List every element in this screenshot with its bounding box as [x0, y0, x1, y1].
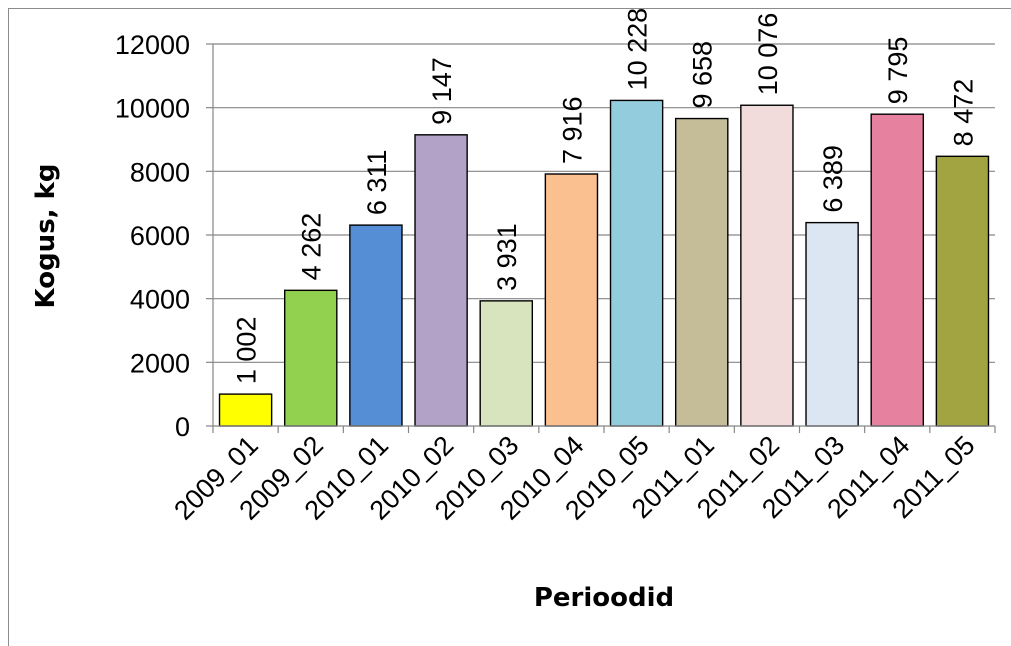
data-label: 6 389: [818, 145, 848, 213]
y-axis-title: Kogus, kg: [31, 164, 61, 309]
bar-2010_04: [544, 173, 599, 427]
bar-2010_01: [349, 224, 403, 427]
data-label: 7 916: [557, 96, 587, 164]
bar-2009_02: [283, 289, 338, 427]
bar-2010_02: [414, 134, 468, 427]
bar-2011_01: [674, 117, 729, 427]
bars: [218, 99, 990, 427]
data-label: 3 931: [492, 223, 522, 291]
y-tick-label: 2000: [130, 348, 190, 378]
axes: [206, 43, 996, 433]
data-label: 1 002: [232, 317, 262, 385]
data-labels: 1 002 4 262 6 311 9 147 3 931 7 916 10 228 9 65…: [232, 8, 979, 384]
data-label: 9 795: [883, 37, 913, 105]
data-label: 9 658: [688, 41, 718, 109]
bar-2010_03: [479, 300, 534, 427]
data-label: 10 076: [753, 13, 783, 96]
data-label: 6 311: [362, 150, 392, 216]
y-tick-label: 8000: [130, 157, 190, 187]
gridlines: [213, 43, 995, 363]
bar-2009_01: [218, 393, 273, 427]
y-tick-labels: 0 2000 4000 6000 8000 10000 12000: [115, 30, 190, 442]
x-tick-labels: 2009_012009_022010_012010_022010_032010_…: [168, 430, 980, 526]
data-label: 8 472: [948, 79, 978, 147]
bar-2011_02: [740, 104, 794, 427]
y-tick-label: 0: [175, 412, 190, 442]
y-tick-label: 12000: [115, 30, 190, 60]
y-tick-label: 6000: [130, 221, 190, 251]
y-tick-label: 10000: [115, 94, 190, 124]
data-label: 9 147: [427, 57, 457, 125]
x-axis-title: Perioodid: [534, 583, 674, 613]
y-tick-label: 4000: [130, 285, 190, 315]
data-label: 10 228: [623, 8, 653, 91]
bar-2011_05: [935, 155, 990, 427]
bar-2011_03: [805, 221, 859, 427]
bar-2010_05: [609, 99, 664, 427]
data-label: 4 262: [297, 213, 327, 281]
bar-2011_04: [870, 113, 925, 427]
